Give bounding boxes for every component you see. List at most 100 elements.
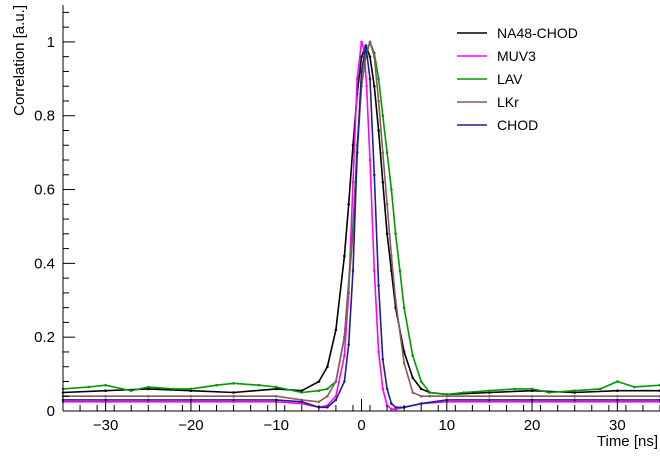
data-point <box>411 391 415 394</box>
data-point <box>147 400 150 404</box>
data-point <box>232 398 235 402</box>
data-point <box>189 389 193 393</box>
data-point <box>488 400 491 404</box>
data-point <box>104 383 107 387</box>
series-line <box>63 41 660 410</box>
data-point <box>317 380 321 383</box>
data-point <box>488 391 491 394</box>
series-layer <box>61 40 660 411</box>
x-tick-label: 20 <box>524 417 541 434</box>
data-point <box>87 385 90 389</box>
data-point <box>257 383 261 387</box>
y-tick-label: 0.8 <box>34 108 55 125</box>
data-point <box>488 398 491 402</box>
series-line <box>63 44 660 409</box>
data-point <box>104 389 107 393</box>
data-point <box>394 407 397 411</box>
data-point <box>300 402 304 405</box>
data-point <box>573 389 576 393</box>
data-point <box>300 391 304 394</box>
data-point <box>360 70 363 73</box>
x-tick-label: −10 <box>263 417 288 434</box>
data-point <box>360 40 363 44</box>
data-point <box>377 99 380 103</box>
x-tick-label: 10 <box>438 417 455 434</box>
data-point <box>573 400 576 404</box>
x-tick-label: −30 <box>93 417 118 434</box>
data-point <box>373 55 376 58</box>
data-point <box>530 387 534 391</box>
data-point <box>355 151 359 154</box>
data-point <box>343 254 346 258</box>
data-point <box>373 173 376 177</box>
data-point <box>232 391 235 394</box>
y-tick-label: 1 <box>47 34 55 51</box>
data-point <box>616 389 619 393</box>
data-point <box>394 299 397 302</box>
data-point <box>385 151 389 154</box>
data-point <box>147 394 150 398</box>
data-point <box>488 394 491 398</box>
data-point <box>300 398 304 402</box>
data-point <box>129 389 133 393</box>
data-point <box>381 151 385 154</box>
data-point <box>147 385 150 389</box>
data-point <box>445 394 449 398</box>
series-line <box>63 41 660 403</box>
data-point <box>411 354 415 357</box>
series-3 <box>61 40 660 404</box>
data-point <box>365 84 368 88</box>
ticks-layer: −30 −20 −10 0 10 20 30 0 0.2 0.4 0.6 0.8 1 <box>34 11 660 434</box>
data-point <box>368 55 372 58</box>
data-point <box>381 387 385 391</box>
data-point <box>394 232 397 236</box>
x-axis-title: Time [ns] <box>597 433 658 450</box>
y-tick-label: 0.4 <box>34 255 55 272</box>
y-axis-title: Correlation [a.u.] <box>11 5 28 116</box>
data-point <box>347 203 351 206</box>
data-point <box>343 335 346 339</box>
axes-layer <box>62 5 660 412</box>
data-point <box>390 402 393 405</box>
data-point <box>274 394 278 398</box>
data-point <box>334 398 338 402</box>
data-point <box>368 77 372 81</box>
data-point <box>326 387 329 391</box>
data-point <box>428 391 432 394</box>
data-point <box>381 180 385 184</box>
data-point <box>232 400 235 404</box>
data-point <box>326 394 329 398</box>
data-point <box>147 387 150 391</box>
data-point <box>368 40 372 44</box>
data-point <box>488 389 491 393</box>
data-point <box>402 361 406 365</box>
data-point <box>398 269 402 273</box>
data-point <box>326 365 329 369</box>
data-point <box>573 398 576 402</box>
data-point <box>189 394 193 398</box>
data-point <box>419 394 423 398</box>
data-point <box>402 306 406 310</box>
data-point <box>343 354 346 357</box>
data-point <box>513 387 517 391</box>
data-point <box>360 55 363 58</box>
data-point <box>377 77 380 81</box>
data-point <box>390 188 393 191</box>
data-point <box>317 389 321 393</box>
data-point <box>428 394 432 398</box>
data-point <box>530 394 534 398</box>
data-point <box>419 387 423 391</box>
data-point <box>351 180 355 184</box>
y-tick-label: 0.2 <box>34 329 55 346</box>
data-point <box>385 203 389 206</box>
data-point <box>599 387 602 391</box>
data-point <box>368 158 372 162</box>
data-point <box>633 385 636 389</box>
data-point <box>377 284 380 287</box>
legend-label: LAV <box>497 71 523 87</box>
y-tick-label: 0 <box>47 403 55 420</box>
data-point <box>300 389 304 393</box>
data-point <box>343 380 346 383</box>
